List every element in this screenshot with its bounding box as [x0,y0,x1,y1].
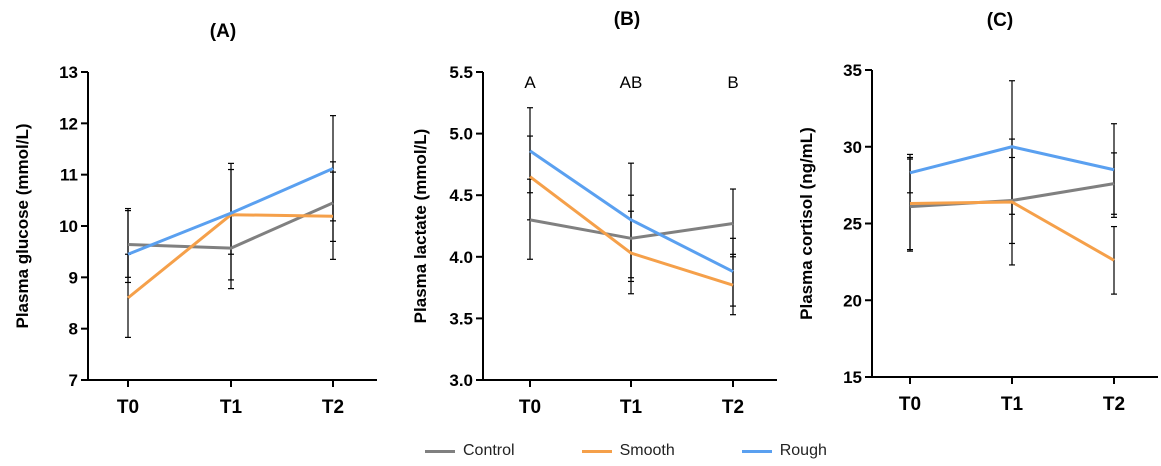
x-tick-label: T2 [1103,394,1125,415]
x-tick-label: T1 [1001,394,1024,415]
legend-item-smooth: Smooth [581,442,675,460]
y-tick-label: 7 [69,371,78,390]
x-tick-label: T1 [620,397,643,418]
y-tick-label: 5.0 [449,125,473,144]
y-tick-label: 30 [843,138,862,157]
series-line-smooth [529,175,734,287]
y-tick-label: 25 [843,215,862,234]
significance-letter: B [727,73,738,92]
y-tick-label: 3.5 [449,309,473,328]
series-line-rough [909,145,1115,175]
series-line-rough [127,167,334,256]
x-tick-label: T2 [322,397,344,418]
legend-label-control: Control [463,442,515,459]
y-axis-label: Plasma cortisol (ng/mL) [797,127,816,320]
y-tick-label: 4.5 [449,186,473,205]
legend-item-rough: Rough [741,442,827,460]
series-line-control [127,201,334,250]
y-tick-label: 13 [59,63,78,82]
y-axis-label: Plasma glucose (mmol/L) [13,124,32,329]
series-line-smooth [909,200,1115,262]
x-tick-label: T1 [220,397,243,418]
figure: (A) 7 8 9 10 11 12 13 Plasma glucose (mmol/L) T0 T… [13,9,1158,418]
y-tick-label: 15 [843,368,862,387]
y-tick-label: 4.0 [449,248,473,267]
significance-letter: A [524,73,536,92]
y-tick-label: 9 [69,268,78,287]
chart-title: (B) [614,9,640,30]
y-tick-label: 11 [60,166,78,185]
series-line-rough [529,149,734,273]
y-tick-label: 20 [843,291,862,310]
significance-letter: AB [620,73,643,92]
x-tick-label: T0 [519,397,541,418]
legend-swatch-smooth [581,449,612,453]
chart-title: (C) [987,10,1013,31]
x-tick-label: T0 [899,394,921,415]
y-tick-label: 10 [59,217,78,236]
y-tick-label: 5.5 [449,63,473,82]
y-axis-label: Plasma lactate (mmol/L) [411,129,430,324]
legend-swatch-control [425,449,455,453]
legend: Control Smooth Rough [425,440,894,462]
y-tick-label: 3.0 [449,371,473,390]
x-tick-label: T2 [722,397,744,418]
legend-label-rough: Rough [779,442,827,459]
series-line-control [909,182,1115,209]
x-tick-label: T0 [117,397,139,418]
y-tick-label: 12 [59,114,78,133]
y-tick-label: 35 [843,61,862,80]
chart-title: (A) [210,21,236,42]
legend-label-smooth: Smooth [619,442,675,459]
legend-swatch-rough [741,449,772,453]
y-tick-label: 8 [69,320,78,339]
legend-item-control: Control [425,442,515,460]
series-line-control [529,218,734,240]
